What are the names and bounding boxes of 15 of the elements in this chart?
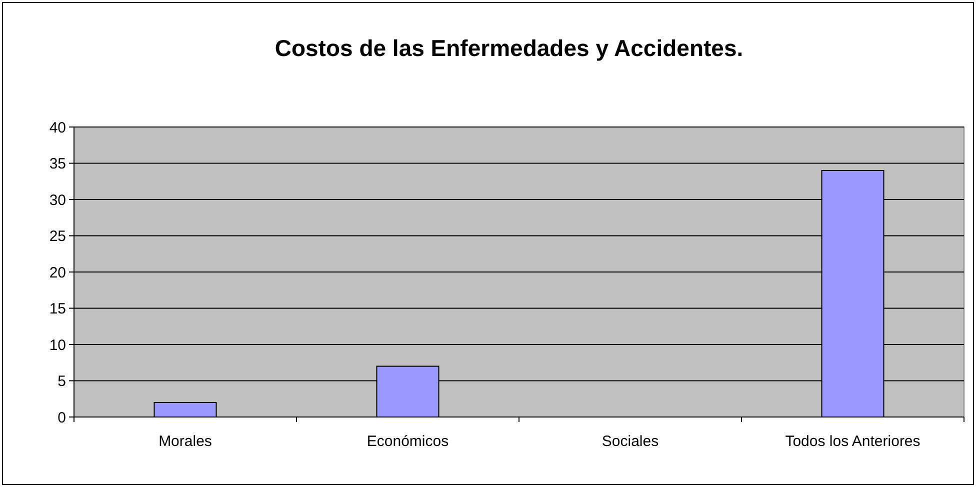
y-tick-label: 40 bbox=[49, 119, 66, 136]
x-tick-label: Sociales bbox=[602, 433, 659, 450]
y-tick-label: 0 bbox=[58, 409, 66, 426]
y-tick-label: 30 bbox=[49, 192, 66, 209]
y-tick-label: 10 bbox=[49, 336, 66, 354]
y-tick-label: 5 bbox=[58, 373, 66, 390]
y-tick-label: 20 bbox=[49, 264, 66, 282]
y-tick-label: 15 bbox=[49, 300, 66, 318]
x-tick-label: Económicos bbox=[366, 433, 449, 450]
chart-title: Costos de las Enfermedades y Accidentes. bbox=[274, 35, 744, 61]
y-tick-label: 35 bbox=[49, 156, 66, 172]
x-tick-label: Todos los Anteriores bbox=[785, 433, 920, 450]
y-tick-label: 25 bbox=[49, 228, 66, 245]
x-tick-label: Morales bbox=[158, 433, 212, 450]
bar bbox=[154, 402, 217, 418]
